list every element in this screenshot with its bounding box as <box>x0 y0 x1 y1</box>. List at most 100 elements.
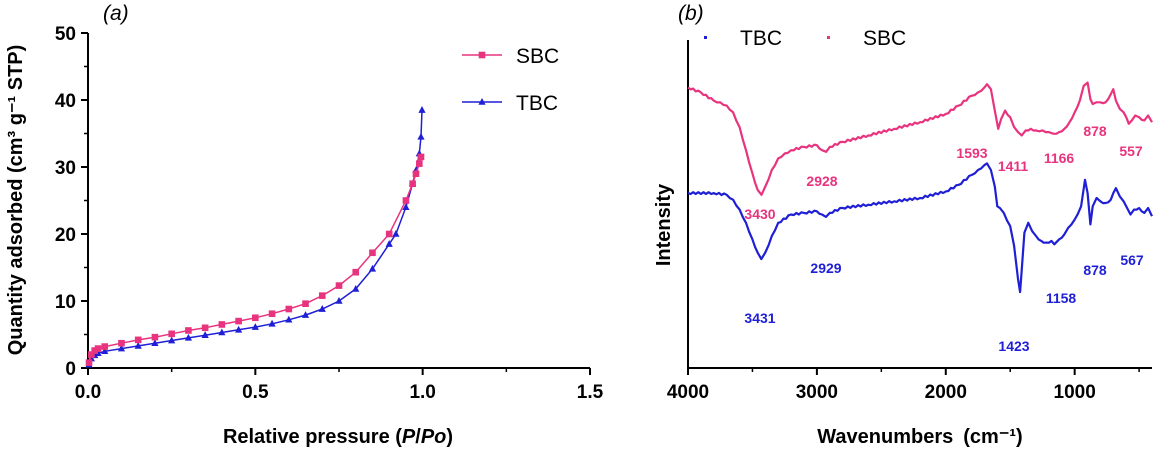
x-tick-label: 0.0 <box>75 382 101 403</box>
data-point <box>301 311 310 318</box>
x-label-part-0: Relative pressure ( <box>223 426 402 448</box>
data-point <box>201 324 209 332</box>
y-tick-label: 30 <box>55 158 76 179</box>
panel-b-series <box>687 81 1153 294</box>
data-point <box>392 230 400 237</box>
data-point <box>185 327 192 334</box>
data-point <box>318 305 326 312</box>
peak-label-sbc: 557 <box>1119 143 1143 159</box>
data-point <box>352 284 360 292</box>
legend-label: TBC <box>740 27 782 50</box>
panel-a-series <box>85 106 426 368</box>
x-label-part-3: Po <box>421 426 447 448</box>
x-tick-label: 3000 <box>796 382 838 403</box>
data-point <box>402 203 410 210</box>
data-point <box>85 359 93 366</box>
panel-a-y-ticks: 0 10 20 30 40 50 <box>55 24 88 380</box>
data-point <box>385 230 393 238</box>
data-point <box>252 314 259 322</box>
data-point <box>268 310 276 318</box>
data-point <box>168 336 176 344</box>
y-tick-label: 20 <box>55 225 76 246</box>
x-tick-label: 1.5 <box>577 382 604 403</box>
data-point <box>368 264 377 272</box>
x-label-part-4: ) <box>446 426 453 448</box>
data-point <box>369 249 376 257</box>
data-point <box>134 341 142 349</box>
spectrum-line <box>687 81 1153 196</box>
data-point <box>402 197 410 204</box>
series-line <box>88 156 422 363</box>
x-tick-label: 1000 <box>1054 382 1096 403</box>
series-sbc <box>687 81 1153 196</box>
data-point <box>385 240 393 247</box>
data-point <box>168 330 175 338</box>
legend-entry-tbc: TBC <box>704 27 782 50</box>
y-tick-label: 40 <box>55 91 76 112</box>
peak-label-sbc: 1593 <box>956 145 987 161</box>
legend-label: TBC <box>516 92 558 115</box>
peak-label-tbc: 567 <box>1120 252 1144 268</box>
data-point <box>302 300 309 307</box>
data-point <box>418 106 426 113</box>
y-tick-label: 0 <box>65 359 76 380</box>
data-point <box>218 321 226 328</box>
legend-swatch <box>704 36 707 39</box>
series-sbc <box>85 153 425 366</box>
peak-label-tbc: 2929 <box>810 260 841 276</box>
series-tbc <box>687 162 1153 294</box>
data-point <box>134 336 142 344</box>
spectrum-line <box>687 162 1153 294</box>
data-point <box>184 333 192 341</box>
peak-label-tbc: 1158 <box>1046 290 1077 306</box>
data-point <box>235 325 243 333</box>
data-point <box>218 328 226 336</box>
legend-entry-sbc: SBC <box>827 27 906 50</box>
data-point <box>101 347 109 355</box>
data-point <box>235 317 242 325</box>
data-point <box>201 331 209 338</box>
x-tick-label: 1.0 <box>409 382 435 403</box>
peak-label-sbc: 3430 <box>744 206 775 222</box>
x-label-part-1: P <box>402 426 416 448</box>
x-tick-label: 2000 <box>925 382 967 403</box>
data-point <box>151 333 159 341</box>
panel-b-legend: TBC SBC <box>704 27 906 50</box>
data-point <box>117 344 126 352</box>
x-tick-label: 4000 <box>667 382 709 403</box>
panel-a-x-ticks: 0.0 0.5 1.0 1.5 <box>75 368 604 403</box>
data-point <box>417 153 425 161</box>
peak-label-sbc: 878 <box>1083 123 1107 139</box>
data-point <box>409 180 416 188</box>
peak-label-tbc: 1423 <box>998 338 1029 354</box>
data-point <box>335 297 343 304</box>
data-point <box>416 160 423 167</box>
data-point <box>417 132 425 140</box>
data-point <box>352 268 360 276</box>
peak-label-tbc: 878 <box>1083 262 1107 278</box>
data-point <box>101 343 109 350</box>
data-point <box>118 339 125 347</box>
peak-label-sbc: 1166 <box>1044 150 1075 166</box>
y-tick-label: 50 <box>55 24 76 45</box>
data-point <box>151 339 159 347</box>
peak-label-sbc: 1411 <box>998 158 1029 174</box>
legend-label: SBC <box>863 27 906 50</box>
peak-label-sbc: 2928 <box>806 173 837 189</box>
panel-b-ftir-chart: (b) 4000 3000 2000 1000 3430 2928 1593 1411 116… <box>653 2 1153 448</box>
x-label-main: Wavenumbers <box>817 426 953 448</box>
panel-b-x-axis-label: Wavenumbers (cm⁻¹) <box>817 426 1022 448</box>
legend-swatch <box>827 36 830 39</box>
panel-a-legend: SBC TBC <box>462 45 559 115</box>
x-label-part-2: / <box>415 426 421 448</box>
data-point <box>94 349 102 357</box>
panel-a-label: (a) <box>103 2 129 25</box>
legend-entry-sbc: SBC <box>462 45 559 68</box>
x-tick-label: 0.5 <box>242 382 269 403</box>
data-point <box>335 282 343 289</box>
panel-a-x-axis-label: Relative pressure (P/Po) <box>223 426 453 448</box>
data-point <box>91 347 98 354</box>
y-tick-label: 10 <box>55 292 76 313</box>
data-point <box>94 345 102 352</box>
